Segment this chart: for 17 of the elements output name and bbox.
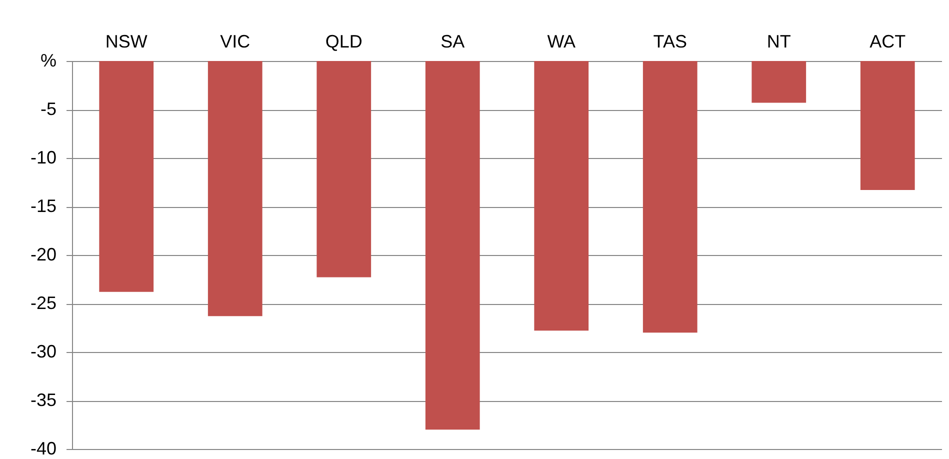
x-tick-label: QLD — [325, 32, 362, 52]
x-tick-label: ACT — [870, 32, 906, 52]
y-tick-label: -10 — [30, 148, 56, 168]
x-tick-label: TAS — [653, 32, 687, 52]
y-tick-label: -30 — [30, 342, 56, 362]
x-tick-label: SA — [440, 32, 465, 52]
y-tick-label: -40 — [30, 438, 56, 458]
x-tick-label: NT — [766, 32, 791, 52]
y-tick-label: -35 — [30, 390, 56, 410]
y-tick-label: -25 — [30, 293, 56, 313]
y-tick-label: -5 — [40, 99, 56, 119]
y-tick-label: % — [40, 50, 56, 70]
x-tick-label: VIC — [220, 32, 250, 52]
y-tick-label: -15 — [30, 196, 56, 216]
x-tick-label: WA — [547, 32, 576, 52]
x-tick-label: NSW — [105, 32, 148, 52]
y-tick-label: -20 — [30, 244, 56, 264]
